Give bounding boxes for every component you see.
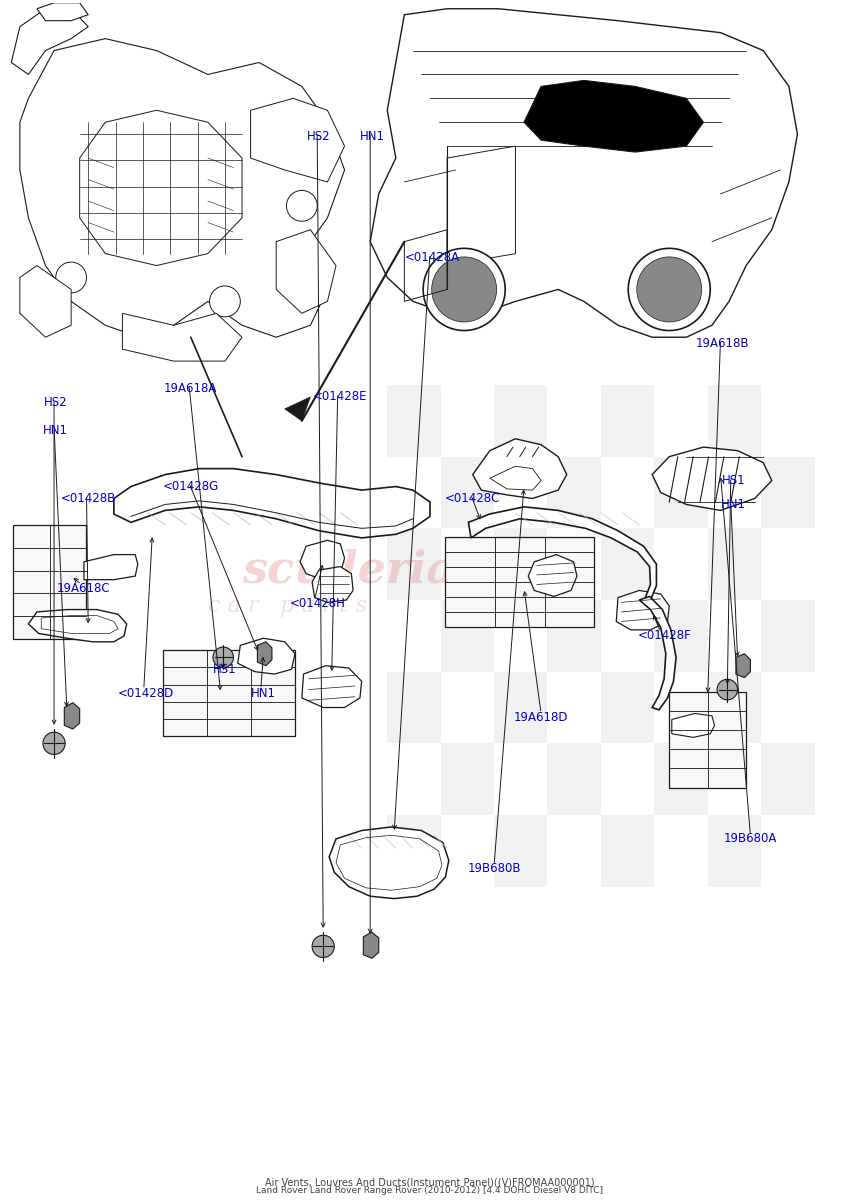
Polygon shape: [84, 554, 138, 580]
Text: 19A618B: 19A618B: [696, 337, 749, 349]
Polygon shape: [11, 8, 89, 74]
Text: 19B680B: 19B680B: [467, 863, 521, 875]
Text: HN1: HN1: [359, 130, 384, 143]
Bar: [494, 815, 548, 887]
Bar: [761, 600, 814, 672]
Bar: [548, 743, 601, 815]
Polygon shape: [672, 714, 715, 737]
Polygon shape: [300, 540, 345, 580]
Text: HS1: HS1: [213, 662, 237, 676]
Bar: [708, 815, 761, 887]
Polygon shape: [257, 642, 272, 666]
Circle shape: [636, 257, 702, 322]
Text: <01428C: <01428C: [445, 492, 501, 505]
Polygon shape: [114, 469, 430, 538]
Text: 19B680A: 19B680A: [724, 833, 777, 845]
Circle shape: [56, 262, 87, 293]
Bar: [601, 385, 654, 457]
Text: Air Vents, Louvres And Ducts(Instument Panel)((V)FROMAA000001): Air Vents, Louvres And Ducts(Instument P…: [265, 1177, 595, 1187]
Bar: [445, 538, 594, 626]
Polygon shape: [364, 932, 378, 959]
Circle shape: [210, 286, 240, 317]
Text: 19A618A: 19A618A: [164, 382, 218, 395]
Bar: [708, 672, 761, 743]
Bar: [601, 528, 654, 600]
Polygon shape: [285, 397, 310, 421]
Text: HN1: HN1: [251, 686, 276, 700]
Bar: [14, 526, 86, 638]
Bar: [440, 457, 494, 528]
Text: <01428D: <01428D: [118, 686, 175, 700]
Text: 19A618D: 19A618D: [513, 710, 568, 724]
Bar: [387, 815, 440, 887]
Bar: [494, 385, 548, 457]
Circle shape: [717, 679, 738, 700]
Polygon shape: [20, 265, 71, 337]
Polygon shape: [370, 8, 797, 337]
Bar: [440, 743, 494, 815]
Bar: [761, 457, 814, 528]
Text: <01428G: <01428G: [163, 480, 219, 493]
Polygon shape: [329, 827, 449, 899]
Circle shape: [432, 257, 496, 322]
Bar: [387, 528, 440, 600]
Text: <01428A: <01428A: [405, 251, 460, 264]
Polygon shape: [20, 38, 345, 337]
Text: HS1: HS1: [722, 474, 745, 487]
Polygon shape: [639, 596, 676, 710]
Text: HS2: HS2: [307, 130, 331, 143]
Polygon shape: [250, 98, 345, 182]
Polygon shape: [122, 313, 242, 361]
Bar: [654, 457, 708, 528]
Bar: [761, 743, 814, 815]
Polygon shape: [528, 554, 577, 596]
Bar: [163, 650, 296, 736]
Polygon shape: [28, 610, 126, 642]
Text: HN1: HN1: [721, 498, 746, 511]
Circle shape: [286, 191, 317, 221]
Bar: [440, 600, 494, 672]
Text: scuderia: scuderia: [242, 548, 455, 592]
Bar: [494, 672, 548, 743]
Bar: [387, 385, 440, 457]
Circle shape: [312, 935, 335, 958]
Bar: [654, 743, 708, 815]
Bar: [708, 385, 761, 457]
Circle shape: [423, 248, 505, 330]
Bar: [654, 600, 708, 672]
Circle shape: [629, 248, 710, 330]
Text: <01428B: <01428B: [60, 492, 116, 505]
Polygon shape: [237, 638, 295, 674]
Bar: [669, 692, 746, 787]
Bar: [494, 528, 548, 600]
Text: Land Rover Land Rover Range Rover (2010-2012) [4.4 DOHC Diesel V8 DITC]: Land Rover Land Rover Range Rover (2010-…: [256, 1186, 604, 1195]
Polygon shape: [37, 2, 89, 20]
Polygon shape: [473, 439, 567, 498]
Text: <01428F: <01428F: [638, 629, 691, 642]
Bar: [387, 672, 440, 743]
Text: 19A618C: 19A618C: [57, 582, 111, 594]
Text: <01428H: <01428H: [289, 598, 345, 610]
Polygon shape: [312, 566, 353, 602]
Bar: [708, 528, 761, 600]
Polygon shape: [64, 703, 80, 730]
Bar: [601, 672, 654, 743]
Circle shape: [213, 647, 233, 667]
Polygon shape: [276, 229, 336, 313]
Bar: [548, 457, 601, 528]
Polygon shape: [524, 80, 703, 152]
Polygon shape: [652, 448, 771, 510]
Text: c a r   p a r t s: c a r p a r t s: [208, 595, 367, 617]
Circle shape: [43, 732, 65, 755]
Polygon shape: [469, 506, 656, 600]
Polygon shape: [302, 666, 362, 708]
Text: HS2: HS2: [44, 396, 68, 409]
Bar: [601, 815, 654, 887]
Text: HN1: HN1: [43, 424, 68, 437]
Polygon shape: [617, 590, 669, 630]
Text: <01428E: <01428E: [313, 390, 367, 403]
Bar: [548, 600, 601, 672]
Polygon shape: [736, 654, 751, 678]
